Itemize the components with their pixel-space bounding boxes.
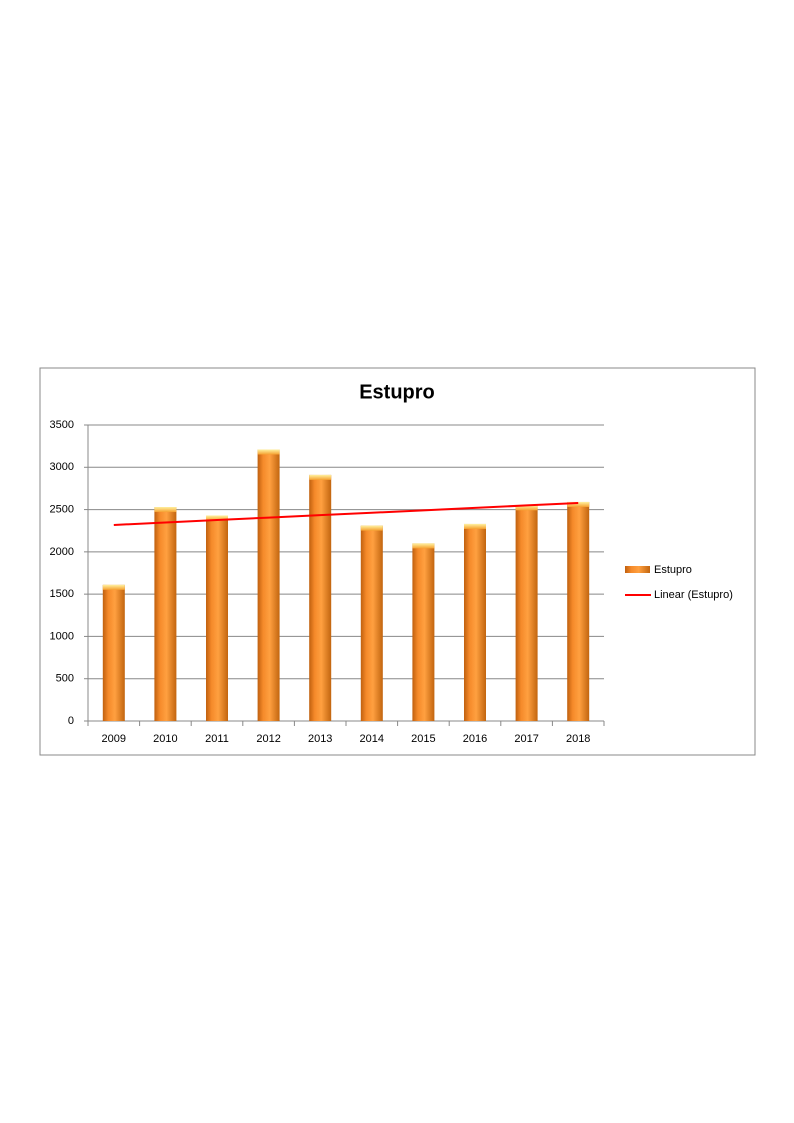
y-tick-label: 500 bbox=[56, 673, 74, 685]
trend-line bbox=[113, 501, 579, 526]
bar bbox=[567, 501, 590, 721]
y-tick-label: 2500 bbox=[50, 503, 74, 515]
x-tick-label: 2015 bbox=[411, 733, 435, 745]
legend-label: Linear (Estupro) bbox=[654, 589, 733, 601]
x-tick-label: 2017 bbox=[514, 733, 538, 745]
x-tick-label: 2014 bbox=[360, 733, 384, 745]
bar-cap bbox=[464, 523, 486, 529]
x-tick-label: 2018 bbox=[566, 733, 590, 745]
x-tick-label: 2013 bbox=[308, 733, 332, 745]
x-tick-label: 2010 bbox=[153, 733, 177, 745]
x-tick-label: 2012 bbox=[256, 733, 280, 745]
bar bbox=[412, 543, 435, 721]
bar-cap bbox=[360, 525, 383, 531]
y-tick-label: 1500 bbox=[50, 588, 74, 600]
bar-cap bbox=[309, 474, 332, 480]
bar-cap bbox=[412, 543, 435, 549]
bar-cap bbox=[206, 515, 228, 521]
legend-swatch bbox=[625, 566, 650, 573]
x-tick-label: 2009 bbox=[102, 733, 126, 745]
bar bbox=[257, 449, 280, 721]
bar bbox=[515, 505, 538, 721]
bar bbox=[154, 507, 177, 721]
bar bbox=[206, 515, 228, 721]
y-tick-label: 3000 bbox=[50, 461, 74, 473]
bar-cap bbox=[102, 584, 125, 590]
legend-label: Estupro bbox=[654, 564, 692, 576]
bar-cap bbox=[515, 505, 538, 511]
bar bbox=[309, 474, 332, 721]
bar bbox=[102, 584, 125, 721]
x-tick-label: 2016 bbox=[463, 733, 487, 745]
chart-frame bbox=[39, 367, 756, 756]
chart-title: Estupro bbox=[359, 381, 435, 403]
y-tick-label: 2000 bbox=[50, 546, 74, 558]
y-tick-label: 3500 bbox=[50, 419, 74, 431]
y-tick-label: 1000 bbox=[50, 630, 74, 642]
bar-cap bbox=[154, 507, 177, 513]
bar bbox=[360, 525, 383, 721]
bar-cap bbox=[257, 449, 280, 455]
x-tick-label: 2011 bbox=[205, 733, 229, 745]
bar bbox=[464, 523, 486, 721]
bar-cap bbox=[567, 501, 590, 507]
y-tick-label: 0 bbox=[68, 715, 74, 727]
